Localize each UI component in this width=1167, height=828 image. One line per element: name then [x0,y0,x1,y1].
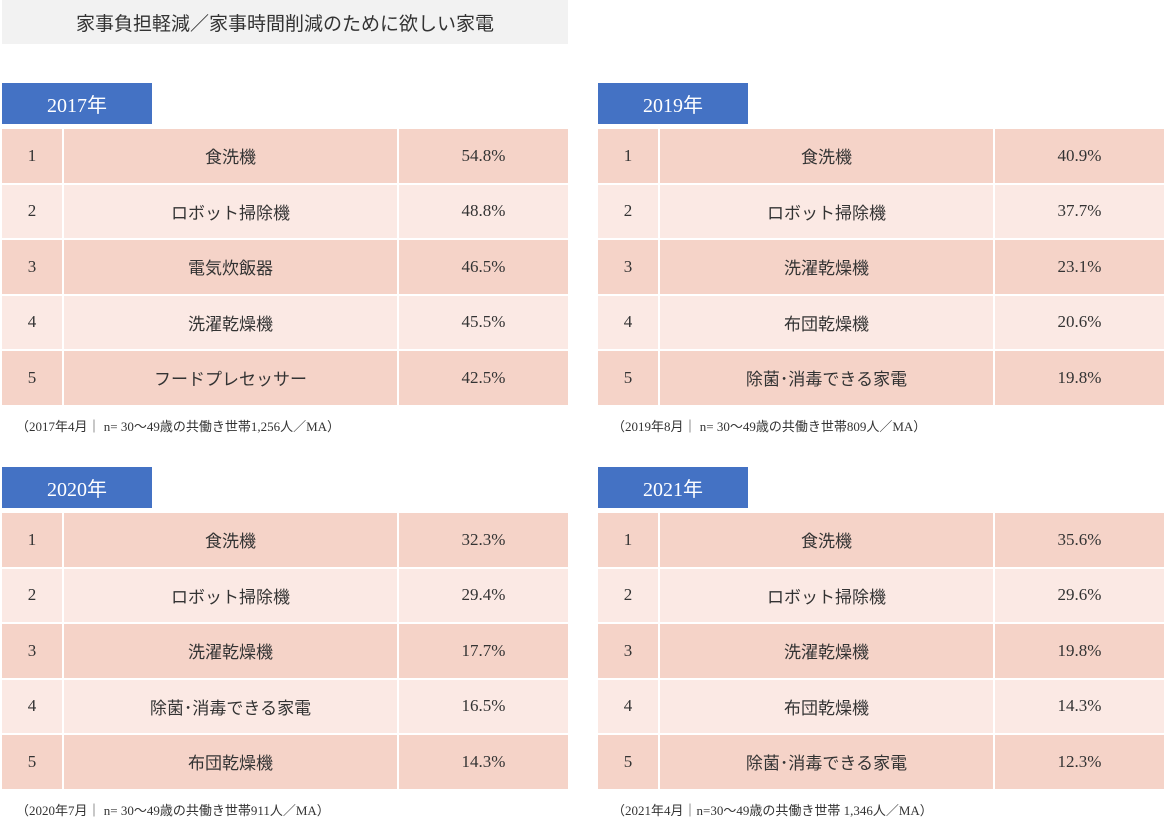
percent-cell: 29.4% [399,568,568,622]
percent-cell: 32.3% [399,513,568,567]
survey-note: （2020年7月｜ n= 30～49歳の共働き世帯911人／MA） [16,803,330,818]
survey-note: （2017年4月｜ n= 30～49歳の共働き世帯1,256人／MA） [16,419,341,434]
rank-cell: 2 [598,184,658,238]
item-cell: 布団乾燥機 [64,735,397,789]
item-cell: 除菌･消毒できる家電 [660,351,993,405]
item-cell: 布団乾燥機 [660,679,993,733]
year-tab: 2020年 [2,467,152,508]
item-cell: フードプレセッサー [64,351,397,405]
item-cell: 洗濯乾燥機 [64,624,397,678]
year-tab: 2019年 [598,83,748,124]
percent-cell: 17.7% [399,624,568,678]
percent-cell: 19.8% [995,624,1164,678]
rank-cell: 4 [2,679,62,733]
percent-cell: 45.5% [399,295,568,349]
item-cell: 洗濯乾燥機 [64,295,397,349]
rank-cell: 5 [2,735,62,789]
percent-cell: 19.8% [995,351,1164,405]
percent-cell: 48.8% [399,184,568,238]
rank-cell: 2 [598,568,658,622]
rank-cell: 4 [2,295,62,349]
item-cell: 食洗機 [660,513,993,567]
item-cell: 食洗機 [64,129,397,183]
rank-cell: 1 [598,129,658,183]
percent-cell: 29.6% [995,568,1164,622]
rank-cell: 3 [2,624,62,678]
percent-cell: 54.8% [399,129,568,183]
rank-cell: 3 [2,240,62,294]
percent-cell: 46.5% [399,240,568,294]
item-cell: 電気炊飯器 [64,240,397,294]
percent-cell: 14.3% [399,735,568,789]
item-cell: 除菌･消毒できる家電 [64,679,397,733]
rank-cell: 5 [598,735,658,789]
rank-cell: 1 [2,513,62,567]
percent-cell: 23.1% [995,240,1164,294]
item-cell: 洗濯乾燥機 [660,240,993,294]
item-cell: 除菌･消毒できる家電 [660,735,993,789]
rank-cell: 4 [598,295,658,349]
percent-cell: 40.9% [995,129,1164,183]
year-tab: 2017年 [2,83,152,124]
rank-cell: 4 [598,679,658,733]
percent-cell: 14.3% [995,679,1164,733]
rank-cell: 2 [2,184,62,238]
item-cell: ロボット掃除機 [660,184,993,238]
rank-cell: 1 [598,513,658,567]
item-cell: ロボット掃除機 [660,568,993,622]
survey-note: （2021年4月｜n=30～49歳の共働き世帯 1,346人／MA） [612,803,933,818]
rank-cell: 3 [598,240,658,294]
survey-note: （2019年8月｜ n= 30～49歳の共働き世帯809人／MA） [612,419,927,434]
item-cell: ロボット掃除機 [64,568,397,622]
rank-cell: 5 [598,351,658,405]
item-cell: 洗濯乾燥機 [660,624,993,678]
percent-cell: 37.7% [995,184,1164,238]
page-title: 家事負担軽減／家事時間削減のために欲しい家電 [2,0,568,44]
item-cell: ロボット掃除機 [64,184,397,238]
percent-cell: 12.3% [995,735,1164,789]
percent-cell: 20.6% [995,295,1164,349]
rank-cell: 2 [2,568,62,622]
rank-cell: 5 [2,351,62,405]
rank-cell: 1 [2,129,62,183]
item-cell: 布団乾燥機 [660,295,993,349]
percent-cell: 42.5% [399,351,568,405]
year-tab: 2021年 [598,467,748,508]
percent-cell: 16.5% [399,679,568,733]
rank-cell: 3 [598,624,658,678]
percent-cell: 35.6% [995,513,1164,567]
item-cell: 食洗機 [660,129,993,183]
item-cell: 食洗機 [64,513,397,567]
